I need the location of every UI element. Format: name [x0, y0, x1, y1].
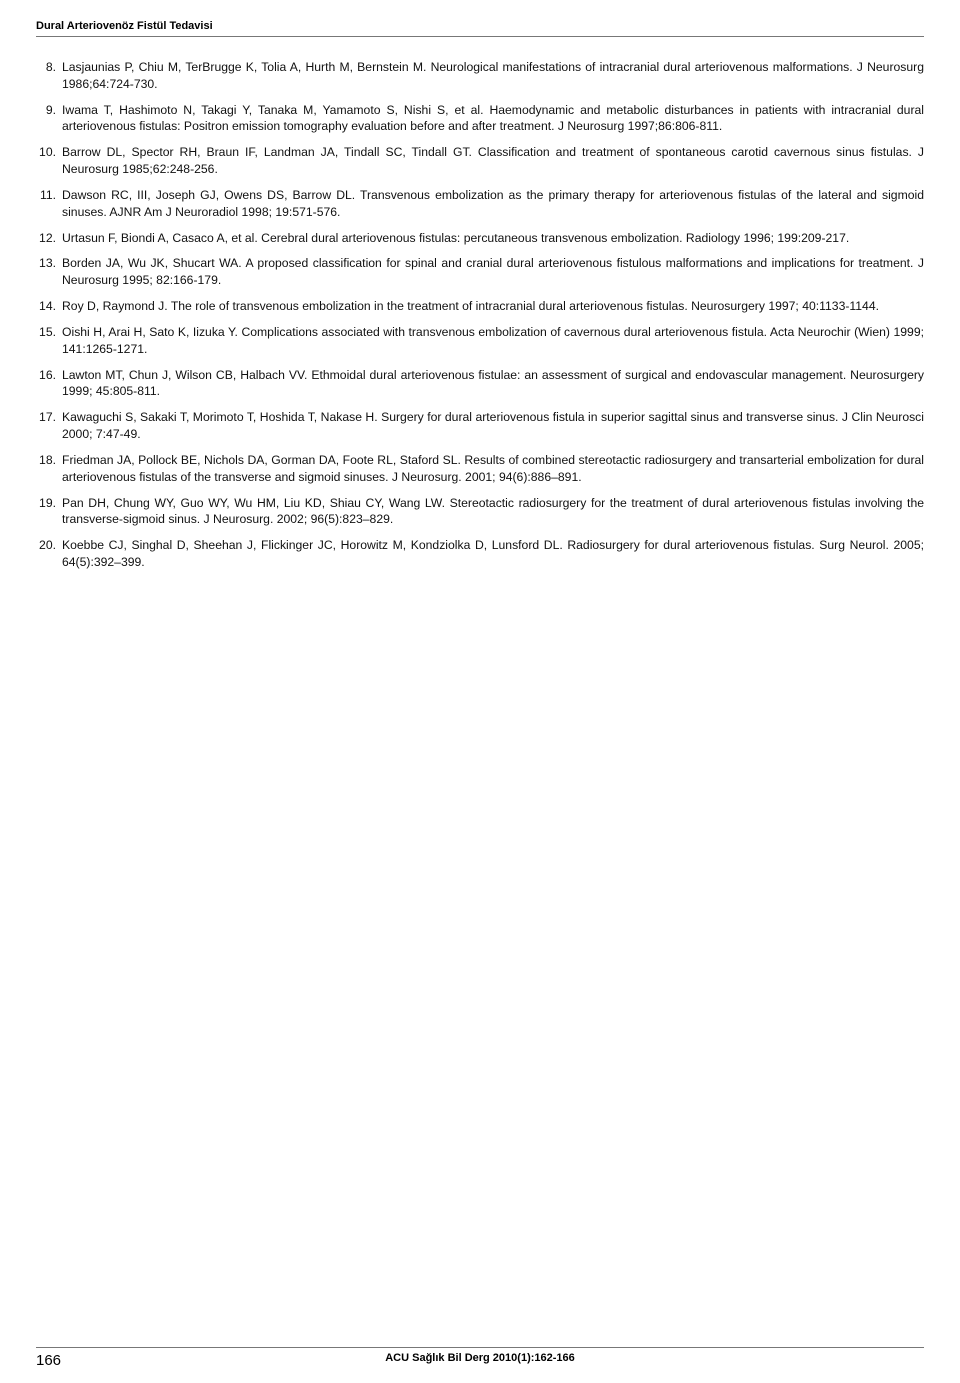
reference-number: 9.	[36, 102, 62, 136]
reference-item: 20. Koebbe CJ, Singhal D, Sheehan J, Fli…	[36, 537, 924, 571]
reference-item: 9. Iwama T, Hashimoto N, Takagi Y, Tanak…	[36, 102, 924, 136]
reference-text: Lasjaunias P, Chiu M, TerBrugge K, Tolia…	[62, 59, 924, 93]
reference-number: 19.	[36, 495, 62, 529]
reference-item: 13. Borden JA, Wu JK, Shucart WA. A prop…	[36, 255, 924, 289]
reference-text: Koebbe CJ, Singhal D, Sheehan J, Flickin…	[62, 537, 924, 571]
journal-citation: ACU Sağlık Bil Derg 2010(1):162-166	[385, 1352, 575, 1364]
reference-item: 16. Lawton MT, Chun J, Wilson CB, Halbac…	[36, 367, 924, 401]
reference-item: 8. Lasjaunias P, Chiu M, TerBrugge K, To…	[36, 59, 924, 93]
reference-text: Barrow DL, Spector RH, Braun IF, Landman…	[62, 144, 924, 178]
reference-item: 10. Barrow DL, Spector RH, Braun IF, Lan…	[36, 144, 924, 178]
reference-number: 12.	[36, 230, 62, 247]
page-number: 166	[36, 1352, 61, 1369]
reference-text: Dawson RC, III, Joseph GJ, Owens DS, Bar…	[62, 187, 924, 221]
reference-text: Kawaguchi S, Sakaki T, Morimoto T, Hoshi…	[62, 409, 924, 443]
reference-item: 19. Pan DH, Chung WY, Guo WY, Wu HM, Liu…	[36, 495, 924, 529]
reference-item: 17. Kawaguchi S, Sakaki T, Morimoto T, H…	[36, 409, 924, 443]
reference-item: 15. Oishi H, Arai H, Sato K, Iizuka Y. C…	[36, 324, 924, 358]
reference-text: Urtasun F, Biondi A, Casaco A, et al. Ce…	[62, 230, 924, 247]
reference-text: Roy D, Raymond J. The role of transvenou…	[62, 298, 924, 315]
reference-number: 13.	[36, 255, 62, 289]
reference-number: 10.	[36, 144, 62, 178]
reference-number: 18.	[36, 452, 62, 486]
running-header: Dural Arteriovenöz Fistül Tedavisi	[36, 20, 924, 37]
reference-number: 16.	[36, 367, 62, 401]
reference-text: Iwama T, Hashimoto N, Takagi Y, Tanaka M…	[62, 102, 924, 136]
reference-number: 11.	[36, 187, 62, 221]
reference-text: Friedman JA, Pollock BE, Nichols DA, Gor…	[62, 452, 924, 486]
reference-item: 14. Roy D, Raymond J. The role of transv…	[36, 298, 924, 315]
reference-item: 18. Friedman JA, Pollock BE, Nichols DA,…	[36, 452, 924, 486]
reference-text: Oishi H, Arai H, Sato K, Iizuka Y. Compl…	[62, 324, 924, 358]
reference-item: 11. Dawson RC, III, Joseph GJ, Owens DS,…	[36, 187, 924, 221]
header-title: Dural Arteriovenöz Fistül Tedavisi	[36, 20, 213, 32]
reference-number: 17.	[36, 409, 62, 443]
reference-number: 14.	[36, 298, 62, 315]
footer: 166 ACU Sağlık Bil Derg 2010(1):162-166	[36, 1347, 924, 1369]
reference-text: Borden JA, Wu JK, Shucart WA. A proposed…	[62, 255, 924, 289]
reference-number: 8.	[36, 59, 62, 93]
reference-number: 20.	[36, 537, 62, 571]
reference-text: Lawton MT, Chun J, Wilson CB, Halbach VV…	[62, 367, 924, 401]
reference-number: 15.	[36, 324, 62, 358]
reference-item: 12. Urtasun F, Biondi A, Casaco A, et al…	[36, 230, 924, 247]
reference-text: Pan DH, Chung WY, Guo WY, Wu HM, Liu KD,…	[62, 495, 924, 529]
reference-list: 8. Lasjaunias P, Chiu M, TerBrugge K, To…	[36, 59, 924, 571]
